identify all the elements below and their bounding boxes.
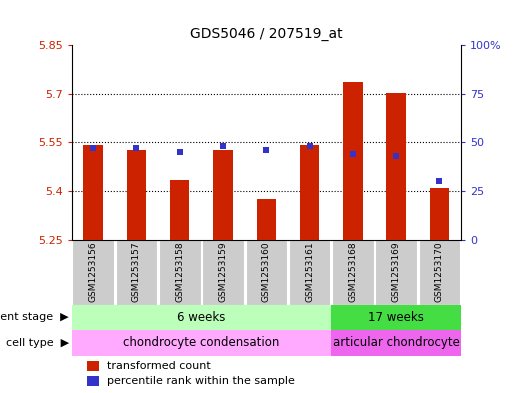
Point [89, 145, 98, 151]
Bar [73, 240, 114, 305]
Point [219, 143, 227, 149]
Bar [331, 305, 461, 330]
Bar [300, 145, 320, 240]
Bar [116, 240, 157, 305]
Bar [170, 180, 190, 240]
Text: articular chondrocyte: articular chondrocyte [333, 336, 460, 349]
Point [435, 178, 444, 185]
Bar [331, 330, 461, 356]
Bar [419, 240, 460, 305]
Text: transformed count: transformed count [107, 361, 210, 371]
Bar [245, 240, 287, 305]
Bar [213, 150, 233, 240]
Point [175, 149, 184, 155]
Text: GSM1253161: GSM1253161 [305, 242, 314, 302]
Point [392, 153, 401, 159]
Text: cell type  ▶: cell type ▶ [6, 338, 69, 348]
Bar [127, 150, 146, 240]
Text: GSM1253159: GSM1253159 [218, 242, 227, 302]
Bar [257, 199, 276, 240]
Text: GSM1253156: GSM1253156 [89, 242, 98, 302]
Text: GSM1253158: GSM1253158 [175, 242, 184, 302]
Text: chondrocyte condensation: chondrocyte condensation [123, 336, 280, 349]
Bar [430, 188, 449, 240]
Text: GSM1253157: GSM1253157 [132, 242, 141, 302]
Bar [159, 240, 200, 305]
Text: 6 weeks: 6 weeks [177, 311, 226, 324]
Bar [202, 240, 244, 305]
Bar [72, 305, 331, 330]
Bar [87, 376, 99, 386]
Bar [72, 330, 331, 356]
Text: percentile rank within the sample: percentile rank within the sample [107, 376, 295, 386]
Bar [375, 240, 417, 305]
Text: GSM1253169: GSM1253169 [392, 242, 401, 302]
Bar [343, 83, 363, 240]
Text: 17 weeks: 17 weeks [368, 311, 424, 324]
Text: GSM1253170: GSM1253170 [435, 242, 444, 302]
Text: GSM1253160: GSM1253160 [262, 242, 271, 302]
Bar [87, 361, 99, 371]
Bar [83, 145, 103, 240]
Text: GSM1253168: GSM1253168 [348, 242, 357, 302]
Point [349, 151, 357, 157]
Title: GDS5046 / 207519_at: GDS5046 / 207519_at [190, 28, 342, 41]
Text: development stage  ▶: development stage ▶ [0, 312, 69, 322]
Bar [332, 240, 374, 305]
Point [262, 147, 270, 153]
Point [305, 143, 314, 149]
Bar [289, 240, 330, 305]
Point [132, 145, 141, 151]
Bar [386, 93, 406, 240]
